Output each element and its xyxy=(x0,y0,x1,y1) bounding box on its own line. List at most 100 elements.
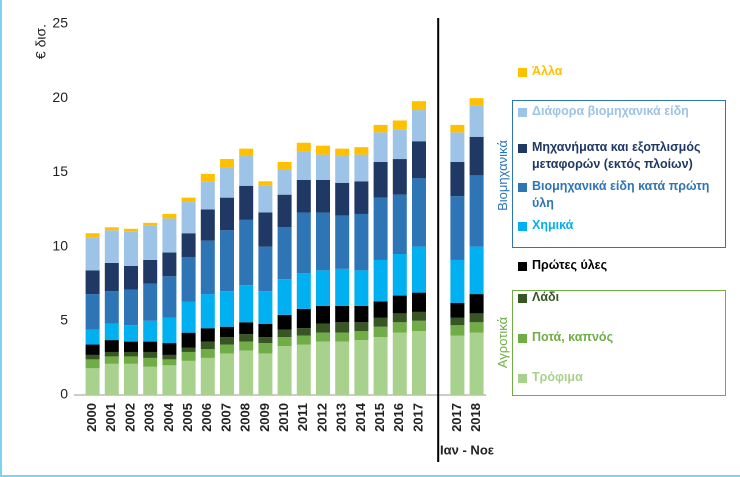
bar-segment xyxy=(412,246,426,293)
bar-segment xyxy=(335,341,350,395)
bar-segment xyxy=(85,294,100,330)
bar-segment xyxy=(392,254,407,296)
bar-segment xyxy=(85,344,100,355)
y-tick-label: 10 xyxy=(52,237,68,253)
x-tick-label: 2009 xyxy=(257,403,272,432)
bar-segment xyxy=(162,317,177,344)
bar-segment xyxy=(373,259,388,302)
bar-segment xyxy=(392,129,407,160)
bar-segment xyxy=(354,213,369,271)
x-tick-label: 2006 xyxy=(199,403,214,432)
bar-segment xyxy=(104,356,119,364)
bar-segment xyxy=(469,175,484,247)
bar-segment xyxy=(220,159,234,168)
bar-segment xyxy=(373,197,388,260)
bar-segment xyxy=(200,294,215,329)
bar-segment xyxy=(354,181,369,214)
bar-segment xyxy=(143,341,158,352)
legend-label: Διάφορα βιομηχανικά είδη xyxy=(532,104,689,118)
bar-segment xyxy=(277,314,292,330)
bar-segment xyxy=(220,167,234,198)
bar-segment xyxy=(373,301,388,318)
bar-segment xyxy=(392,194,407,255)
legend-swatch xyxy=(518,144,527,153)
y-tick-label: 5 xyxy=(60,312,68,328)
bar-segment xyxy=(450,325,465,336)
chart: € δισ. 0 5 10 15 20 25 2000 2001 2002 2003 2004 200… xyxy=(33,15,494,462)
bar-segment xyxy=(162,252,177,277)
bar-segment xyxy=(200,328,215,342)
bar-segment xyxy=(258,337,273,344)
legend-label: Μηχανήματα και εξοπλισμός μεταφορών (εκτ… xyxy=(532,140,701,171)
bar-segment xyxy=(200,341,215,349)
bar-segment xyxy=(143,225,158,260)
bar-segment xyxy=(181,351,196,361)
legend-swatch xyxy=(518,294,527,303)
bar-segment xyxy=(412,178,426,247)
group-box xyxy=(512,100,726,248)
bar-segment xyxy=(412,311,426,321)
y-tick-label: 0 xyxy=(60,386,68,402)
bar-segment xyxy=(373,162,388,198)
legend-swatch xyxy=(518,183,527,192)
bar-segment xyxy=(104,363,119,395)
bar-segment xyxy=(162,213,177,219)
bar-segment xyxy=(450,124,465,133)
bar-segment xyxy=(239,350,254,395)
bar-segment xyxy=(316,212,330,271)
bar-segment xyxy=(124,325,138,342)
x-tick-label: 2004 xyxy=(161,402,176,432)
bar-segment xyxy=(258,291,273,324)
bar-segment xyxy=(392,159,407,195)
bar-segment xyxy=(104,230,119,263)
bar-segment xyxy=(162,218,177,253)
bar-segment xyxy=(296,335,311,345)
bar-segment xyxy=(277,279,292,315)
period-label: Ιαν - Νοε xyxy=(440,442,494,457)
bar-segment xyxy=(239,285,254,323)
bar-segment xyxy=(392,295,407,314)
bar-segment xyxy=(412,141,426,179)
bar-segment xyxy=(143,366,158,395)
bar-segment xyxy=(296,179,311,213)
x-tick-label: 2001 xyxy=(103,403,118,432)
bar-segment xyxy=(373,124,388,133)
bar-segment xyxy=(469,105,484,137)
bar-segment xyxy=(124,341,138,352)
x-tick-label: 2010 xyxy=(276,403,291,432)
bar-segment xyxy=(162,359,177,366)
bar-segment xyxy=(412,331,426,395)
y-axis-label: € δισ. xyxy=(33,24,49,59)
bar-segment xyxy=(200,357,215,395)
bar-segment xyxy=(469,246,484,295)
bar-segment xyxy=(296,212,311,274)
bar-segment xyxy=(316,323,330,333)
bar-segment xyxy=(85,233,100,238)
x-tick-label: 2018 xyxy=(468,403,483,432)
bar-segment xyxy=(450,259,465,303)
bar-segment xyxy=(162,276,177,318)
bar-segment xyxy=(124,228,138,232)
bar-segment xyxy=(124,363,138,395)
bar-segment xyxy=(181,301,196,333)
bar-segment xyxy=(354,154,369,182)
bar-segment xyxy=(124,351,138,357)
bar-segment xyxy=(85,237,100,271)
legend-label: Βιομηχανικά είδη κατά πρώτη ύλη xyxy=(532,179,710,210)
x-tick-label: 2008 xyxy=(238,403,253,432)
bar-segment xyxy=(239,156,254,186)
bar-segment xyxy=(181,347,196,352)
bar-segment xyxy=(335,332,350,342)
bar-segment xyxy=(124,289,138,326)
bar-segment xyxy=(373,132,388,163)
bar-segment xyxy=(354,305,369,323)
bar-segment xyxy=(450,335,465,395)
group-label: Αγροτικά xyxy=(494,316,510,368)
bar-segment xyxy=(277,337,292,347)
legend-label: Πρώτες ύλες xyxy=(532,258,608,272)
bar-segment xyxy=(200,181,215,210)
bar-segment xyxy=(450,162,465,197)
bar-segment xyxy=(143,259,158,284)
bar-segment xyxy=(200,209,215,241)
bar-segment xyxy=(296,308,311,329)
